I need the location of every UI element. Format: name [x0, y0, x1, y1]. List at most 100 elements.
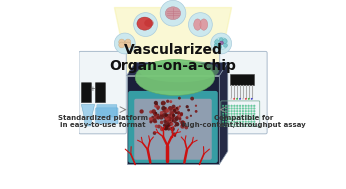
Circle shape: [231, 110, 233, 112]
Circle shape: [248, 118, 249, 120]
Circle shape: [164, 109, 168, 113]
Circle shape: [180, 121, 184, 125]
Circle shape: [151, 116, 154, 119]
Circle shape: [149, 120, 153, 123]
Circle shape: [157, 125, 161, 129]
Circle shape: [170, 119, 171, 121]
Circle shape: [251, 110, 252, 112]
Circle shape: [222, 110, 224, 112]
Circle shape: [161, 101, 166, 106]
Circle shape: [179, 120, 181, 122]
Text: Compatible for
high-content/throughput assay: Compatible for high-content/throughput a…: [182, 115, 305, 128]
Circle shape: [239, 123, 241, 125]
Circle shape: [153, 112, 157, 116]
Circle shape: [164, 113, 168, 117]
Circle shape: [176, 106, 180, 110]
Circle shape: [215, 40, 219, 44]
Circle shape: [228, 113, 230, 115]
Circle shape: [251, 118, 252, 120]
Ellipse shape: [215, 37, 228, 50]
Circle shape: [253, 115, 255, 117]
Circle shape: [175, 107, 178, 109]
Circle shape: [228, 118, 230, 120]
Circle shape: [172, 105, 175, 108]
Circle shape: [178, 97, 181, 100]
Circle shape: [231, 123, 233, 125]
Circle shape: [170, 112, 174, 117]
Circle shape: [239, 105, 241, 107]
Circle shape: [173, 108, 177, 112]
Circle shape: [248, 121, 249, 123]
Circle shape: [234, 118, 235, 120]
Circle shape: [225, 115, 227, 117]
Circle shape: [187, 109, 190, 112]
Circle shape: [251, 105, 252, 107]
Circle shape: [164, 126, 168, 130]
Circle shape: [179, 117, 181, 120]
Circle shape: [167, 116, 169, 118]
Circle shape: [173, 120, 176, 123]
Circle shape: [231, 121, 233, 123]
Circle shape: [242, 121, 244, 123]
Circle shape: [152, 118, 157, 123]
Circle shape: [166, 116, 171, 121]
Circle shape: [166, 117, 171, 122]
Ellipse shape: [119, 41, 130, 46]
Circle shape: [222, 108, 224, 109]
Circle shape: [253, 118, 255, 120]
Circle shape: [242, 118, 244, 120]
Circle shape: [165, 118, 169, 121]
Circle shape: [222, 123, 224, 125]
Circle shape: [242, 108, 244, 109]
Circle shape: [242, 113, 244, 115]
Circle shape: [162, 114, 164, 117]
Circle shape: [185, 105, 189, 108]
Circle shape: [175, 111, 177, 114]
Circle shape: [245, 118, 247, 120]
Circle shape: [174, 125, 176, 127]
Circle shape: [214, 44, 218, 47]
Circle shape: [225, 118, 227, 120]
Circle shape: [170, 127, 175, 131]
Circle shape: [182, 121, 185, 124]
Circle shape: [245, 105, 247, 107]
Circle shape: [172, 111, 174, 114]
Circle shape: [248, 123, 249, 125]
Circle shape: [171, 131, 173, 133]
Circle shape: [173, 132, 176, 136]
Circle shape: [139, 109, 144, 114]
Circle shape: [228, 115, 230, 117]
Circle shape: [159, 115, 164, 120]
Circle shape: [225, 123, 227, 125]
Circle shape: [166, 123, 170, 127]
Circle shape: [163, 124, 166, 127]
Circle shape: [149, 110, 153, 114]
Circle shape: [171, 114, 175, 118]
Text: Standardized platform
in easy-to-use format: Standardized platform in easy-to-use for…: [57, 115, 148, 128]
Circle shape: [119, 42, 125, 48]
Circle shape: [248, 108, 249, 109]
Circle shape: [177, 111, 180, 115]
Ellipse shape: [144, 19, 154, 27]
Circle shape: [253, 123, 255, 125]
Circle shape: [161, 102, 164, 105]
Circle shape: [225, 105, 227, 107]
Circle shape: [160, 127, 164, 131]
Circle shape: [172, 120, 174, 122]
Circle shape: [222, 113, 224, 115]
Circle shape: [248, 98, 250, 100]
Circle shape: [175, 122, 179, 126]
Circle shape: [218, 45, 222, 49]
Circle shape: [149, 117, 152, 120]
Circle shape: [211, 33, 231, 54]
Circle shape: [242, 123, 244, 125]
Circle shape: [190, 115, 192, 117]
Circle shape: [169, 122, 173, 126]
Circle shape: [184, 126, 188, 129]
Circle shape: [154, 104, 158, 108]
Circle shape: [248, 113, 249, 115]
Circle shape: [236, 115, 238, 117]
Circle shape: [231, 115, 233, 117]
Circle shape: [236, 108, 238, 109]
Circle shape: [225, 108, 227, 109]
